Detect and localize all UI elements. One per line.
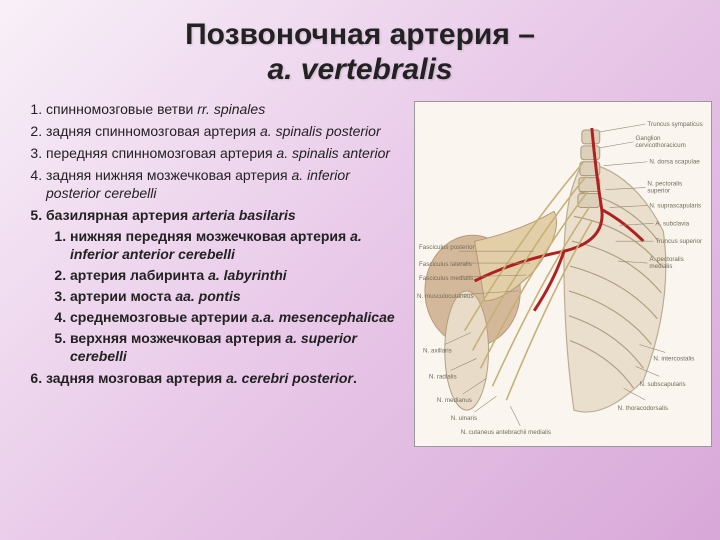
list-item: задняя нижняя мозжечковая артерия a. inf… bbox=[46, 167, 404, 203]
anatomy-svg: Truncus sympaticus Ganglion cervicothora… bbox=[415, 102, 711, 446]
content-row: спинномозговые ветви rr. spinales задняя … bbox=[26, 101, 694, 447]
title-line1: Позвоночная артерия – bbox=[26, 18, 694, 53]
sub-list-item: среднемозговые артерии a.a. mesencephali… bbox=[70, 309, 404, 327]
list-item: передняя спинномозговая артерия a. spina… bbox=[46, 145, 404, 163]
slide-title: Позвоночная артерия – a. vertebralis bbox=[26, 18, 694, 87]
svg-text:N. axillaris: N. axillaris bbox=[423, 347, 452, 354]
sub-item-latin: a. labyrinthi bbox=[208, 267, 287, 283]
sub-list: нижняя передняя мозжечковая артерия a. i… bbox=[46, 228, 404, 365]
svg-text:Fasciculus posterior: Fasciculus posterior bbox=[419, 244, 475, 251]
svg-text:N. cutaneus antebrachii medial: N. cutaneus antebrachii medialis bbox=[461, 429, 551, 436]
sub-item-ru: артерия лабиринта bbox=[70, 267, 208, 283]
sub-item-ru: нижняя передняя мозжечковая артерия bbox=[70, 228, 350, 244]
svg-text:Ganglion: Ganglion bbox=[636, 135, 662, 142]
svg-text:N. musculocutaneus: N. musculocutaneus bbox=[417, 293, 474, 300]
sub-item-ru: среднемозговые артерии bbox=[70, 309, 251, 325]
svg-text:Truncus sympaticus: Truncus sympaticus bbox=[647, 121, 702, 128]
svg-text:A. subclavia: A. subclavia bbox=[655, 220, 689, 227]
svg-text:N. thoracodorsalis: N. thoracodorsalis bbox=[618, 405, 668, 412]
sub-list-item: нижняя передняя мозжечковая артерия a. i… bbox=[70, 228, 404, 264]
main-list: спинномозговые ветви rr. spinales задняя … bbox=[26, 101, 404, 388]
svg-text:N. pectoralis: N. pectoralis bbox=[647, 181, 682, 188]
sub-item-latin: a.a. mesencephalicae bbox=[251, 309, 394, 325]
sub-list-item: артерии моста aa. pontis bbox=[70, 288, 404, 306]
list-item-latin: a. spinalis posterior bbox=[260, 123, 381, 139]
sub-item-latin: aa. pontis bbox=[175, 288, 240, 304]
svg-text:N. medianus: N. medianus bbox=[437, 397, 472, 404]
sub-item-ru: артерии моста bbox=[70, 288, 175, 304]
list-item-ru: задняя нижняя мозжечковая артерия bbox=[46, 167, 292, 183]
svg-text:N. suprascapularis: N. suprascapularis bbox=[649, 202, 701, 209]
sub-item-ru: верхняя мозжечковая артерия bbox=[70, 330, 285, 346]
sub-list-item: верхняя мозжечковая артерия a. superior … bbox=[70, 330, 404, 366]
list-item-ru: задняя спинномозговая артерия bbox=[46, 123, 260, 139]
anatomy-figure: Truncus sympaticus Ganglion cervicothora… bbox=[414, 101, 712, 447]
list-item-ru: базилярная артерия bbox=[46, 207, 192, 223]
svg-text:medialis: medialis bbox=[649, 263, 672, 270]
svg-text:Fasciculus medialis: Fasciculus medialis bbox=[419, 275, 473, 282]
svg-text:cervicothoracicum: cervicothoracicum bbox=[636, 142, 686, 149]
svg-text:Fasciculus lateralis: Fasciculus lateralis bbox=[419, 261, 472, 268]
svg-text:Truncus superior: Truncus superior bbox=[655, 238, 702, 245]
svg-text:superior: superior bbox=[647, 188, 670, 195]
list-item-latin: a. spinalis anterior bbox=[276, 145, 390, 161]
list-item-suffix: . bbox=[353, 370, 357, 386]
list-item: спинномозговые ветви rr. spinales bbox=[46, 101, 404, 119]
svg-text:N. dorsa scapulae: N. dorsa scapulae bbox=[649, 159, 700, 166]
svg-text:N. subscapularis: N. subscapularis bbox=[639, 381, 685, 388]
title-line2: a. vertebralis bbox=[26, 53, 694, 88]
list-item-latin: rr. spinales bbox=[197, 101, 265, 117]
list-item: задняя мозговая артерия a. cerebri poste… bbox=[46, 370, 404, 388]
list-item-ru: задняя мозговая артерия bbox=[46, 370, 226, 386]
svg-text:N. intercostalis: N. intercostalis bbox=[653, 355, 694, 362]
svg-text:A. pectoralis: A. pectoralis bbox=[649, 256, 683, 263]
list-item: базилярная артерия arteria basilaris нижн… bbox=[46, 207, 404, 366]
list-item-ru: передняя спинномозговая артерия bbox=[46, 145, 276, 161]
sub-list-item: артерия лабиринта a. labyrinthi bbox=[70, 267, 404, 285]
list-item-latin: a. cerebri posterior bbox=[226, 370, 353, 386]
list-item-ru: спинномозговые ветви bbox=[46, 101, 197, 117]
list-item: задняя спинномозговая артерия a. spinali… bbox=[46, 123, 404, 141]
list-item-latin: arteria basilaris bbox=[192, 207, 296, 223]
svg-text:N. radialis: N. radialis bbox=[429, 373, 457, 380]
svg-text:N. ulnaris: N. ulnaris bbox=[451, 415, 477, 422]
text-column: спинномозговые ветви rr. spinales задняя … bbox=[26, 101, 404, 447]
image-column: Truncus sympaticus Ganglion cervicothora… bbox=[414, 101, 712, 447]
